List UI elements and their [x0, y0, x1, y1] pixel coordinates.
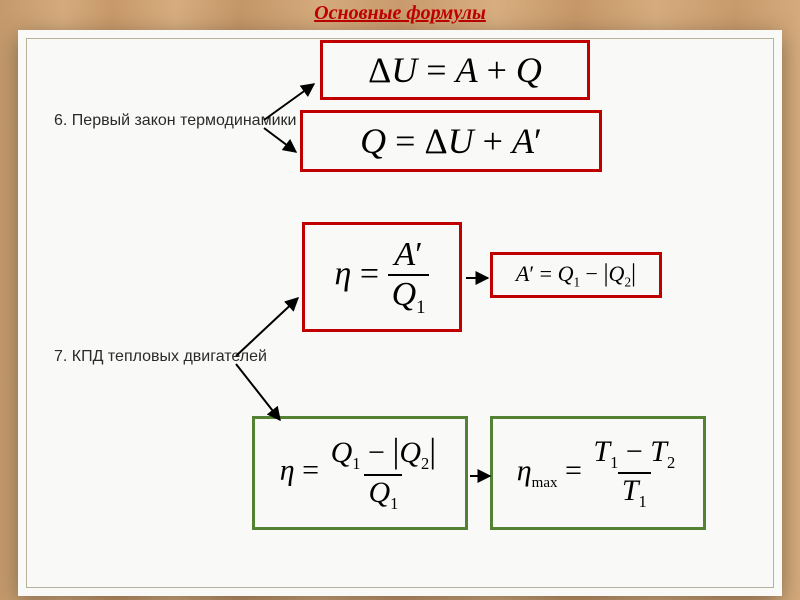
- page-title: Основные формулы: [0, 2, 800, 25]
- arrows-layer: [18, 30, 782, 596]
- arrow-eff-up: [236, 298, 298, 356]
- arrow-eff-down: [236, 364, 280, 420]
- slide-surface: 6. Первый закон термодинамики 7. КПД теп…: [18, 30, 782, 596]
- arrow-law1-up: [264, 84, 314, 120]
- arrow-law1-down: [264, 128, 296, 152]
